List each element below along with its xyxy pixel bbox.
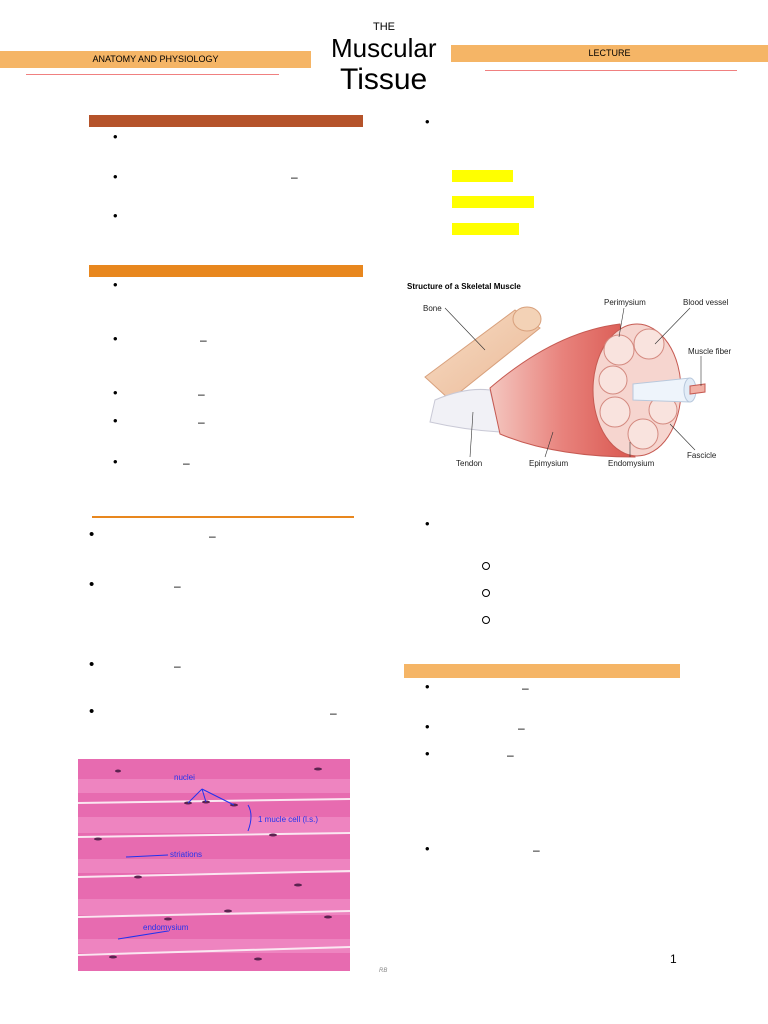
bullet: • — [425, 719, 430, 734]
bullet: • — [89, 576, 95, 593]
bullet: • — [113, 169, 118, 184]
label-endomysium: Endomysium — [608, 459, 655, 468]
label-epimysium: Epimysium — [529, 459, 569, 468]
dash: – — [174, 659, 181, 673]
section-bar-2 — [89, 265, 363, 277]
label-striations: striations — [170, 850, 203, 859]
label-fascicle: Fascicle — [687, 451, 717, 460]
subject-tab: ANATOMY AND PHYSIOLOGY — [0, 51, 311, 68]
bullet: • — [425, 746, 430, 761]
dash: – — [198, 387, 205, 401]
subject-tab-label: ANATOMY AND PHYSIOLOGY — [92, 54, 219, 64]
dash: – — [518, 721, 525, 735]
label-muscle-fiber: Muscle fiber — [688, 347, 732, 356]
skeletal-muscle-illustration — [424, 306, 706, 458]
dash: – — [183, 456, 190, 470]
title-line-2: Tissue — [340, 63, 428, 96]
dash: – — [209, 529, 216, 543]
highlight-bar — [452, 223, 519, 235]
bullet: • — [425, 516, 430, 531]
page-number: 1 — [670, 952, 677, 966]
bullet: • — [113, 385, 118, 400]
title-line-1: Muscular — [331, 33, 437, 63]
lecture-underline — [485, 70, 737, 71]
bullet: • — [113, 413, 118, 428]
section-bar-1 — [89, 115, 363, 127]
bullet: • — [89, 656, 95, 673]
bullet: • — [113, 277, 118, 292]
bullet: • — [89, 703, 95, 720]
dash: – — [174, 579, 181, 593]
bullet: • — [89, 526, 95, 543]
author-initials: RB — [379, 968, 388, 974]
label-nuclei: nuclei — [174, 773, 195, 782]
dash: – — [507, 748, 514, 762]
dash: – — [533, 843, 540, 857]
label-muscle-cell: 1 mucle cell (l.s.) — [258, 815, 319, 824]
lecture-tab: LECTURE — [451, 45, 768, 62]
title-prefix: THE — [373, 21, 395, 33]
label-endomysium-micro: endomysium — [143, 923, 189, 932]
skeletal-muscle-micrograph — [78, 759, 350, 971]
sub-bullet-circle — [482, 616, 490, 624]
label-blood-vessel: Blood vessel — [683, 298, 729, 307]
bullet: • — [113, 331, 118, 346]
dash: – — [200, 333, 207, 347]
section-bar-4 — [404, 664, 680, 678]
dash: – — [330, 706, 337, 720]
subject-underline — [26, 74, 279, 75]
sub-bullet-circle — [482, 562, 490, 570]
section-rule-3 — [92, 516, 354, 518]
label-tendon: Tendon — [456, 459, 483, 468]
highlight-bar — [452, 170, 513, 182]
label-bone: Bone — [423, 304, 442, 313]
bullet: • — [425, 679, 430, 694]
dash: – — [198, 415, 205, 429]
sub-bullet-circle — [482, 589, 490, 597]
bullet: • — [425, 841, 430, 856]
lecture-tab-label: LECTURE — [588, 48, 631, 58]
bullet: • — [113, 454, 118, 469]
figure-title: Structure of a Skeletal Muscle — [407, 282, 521, 291]
highlight-bar — [452, 196, 534, 208]
bullet: • — [425, 114, 430, 129]
bullet: • — [113, 208, 118, 223]
dash: – — [291, 170, 298, 184]
label-perimysium: Perimysium — [604, 298, 646, 307]
bullet: • — [113, 129, 118, 144]
dash: – — [522, 681, 529, 695]
